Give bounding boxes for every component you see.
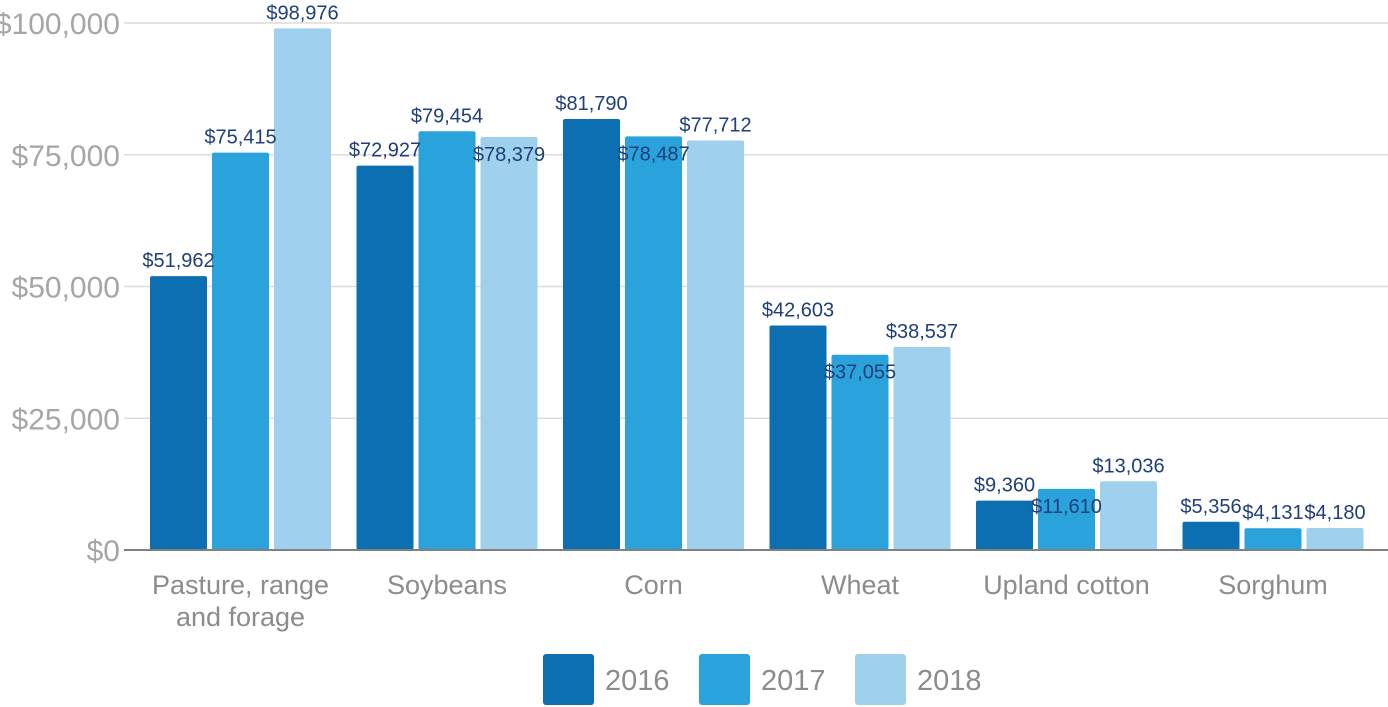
bar-2018-1 <box>480 136 538 550</box>
bar-2018-5 <box>1306 527 1364 550</box>
data-label: $81,790 <box>555 93 627 115</box>
y-tick-label: $25,000 <box>12 403 120 436</box>
legend-label: 2017 <box>761 665 826 697</box>
bar-2016-2 <box>563 118 620 550</box>
data-label: $75,415 <box>204 127 276 149</box>
x-category-label: Corn <box>624 570 683 600</box>
legend-swatch-2016 <box>543 654 594 705</box>
bar-2018-4 <box>1100 481 1157 550</box>
data-label: $42,603 <box>762 299 834 321</box>
bar-2016-4 <box>976 500 1033 550</box>
bar-2018-3 <box>893 346 951 550</box>
y-tick-label: $50,000 <box>12 272 120 305</box>
data-label: $9,360 <box>974 475 1035 497</box>
x-category-label: Wheat <box>821 570 900 600</box>
bar-2016-5 <box>1182 521 1240 550</box>
y-tick-label: $0 <box>87 535 120 568</box>
bar-2018-0 <box>274 28 331 550</box>
data-label: $78,379 <box>473 144 545 166</box>
x-category-label: Pasture, range <box>152 570 329 600</box>
legend-swatch-2018 <box>855 654 906 705</box>
data-label: $78,487 <box>617 143 689 165</box>
bar-2017-1 <box>418 131 476 551</box>
bar-2018-2 <box>687 140 744 550</box>
bar-2017-3 <box>831 354 889 550</box>
data-label: $77,712 <box>679 114 751 136</box>
data-label: $72,927 <box>349 140 421 162</box>
legend: 2016 2017 2018 <box>543 654 982 705</box>
gridlines <box>124 22 1388 419</box>
x-category-label: Soybeans <box>387 570 507 600</box>
data-label: $4,131 <box>1242 502 1303 524</box>
data-label: $11,610 <box>1031 496 1102 518</box>
data-label: $51,962 <box>142 250 214 272</box>
bar-2017-4 <box>1038 488 1095 550</box>
x-category-label: and forage <box>176 602 305 632</box>
bars <box>150 28 1364 551</box>
y-axis: $0 $25,000 $50,000 $75,000 $100,000 <box>0 8 120 568</box>
bar-2016-0 <box>150 276 207 550</box>
data-labels: $51,962 $75,415 $98,976 $72,927 $79,454 $78,3… <box>142 2 1365 524</box>
x-category-label: Sorghum <box>1218 570 1328 600</box>
data-label: $37,055 <box>824 362 896 384</box>
bar-2017-2 <box>625 136 682 550</box>
x-category-label: Upland cotton <box>983 570 1150 600</box>
bar-2016-1 <box>356 165 414 550</box>
legend-swatch-2017 <box>699 654 750 705</box>
bar-2016-3 <box>769 325 827 550</box>
y-tick-label: $100,000 <box>0 8 120 41</box>
legend-label: 2016 <box>605 665 670 697</box>
data-label: $13,036 <box>1092 455 1164 477</box>
legend-label: 2018 <box>917 665 982 697</box>
data-label: $98,976 <box>266 2 338 24</box>
data-label: $38,537 <box>886 321 958 343</box>
bar-2017-0 <box>212 152 269 551</box>
data-label: $79,454 <box>411 105 483 127</box>
y-tick-label: $75,000 <box>12 140 120 173</box>
bar-2017-5 <box>1244 528 1302 550</box>
data-label: $5,356 <box>1180 496 1241 518</box>
data-label: $4,180 <box>1304 502 1365 524</box>
